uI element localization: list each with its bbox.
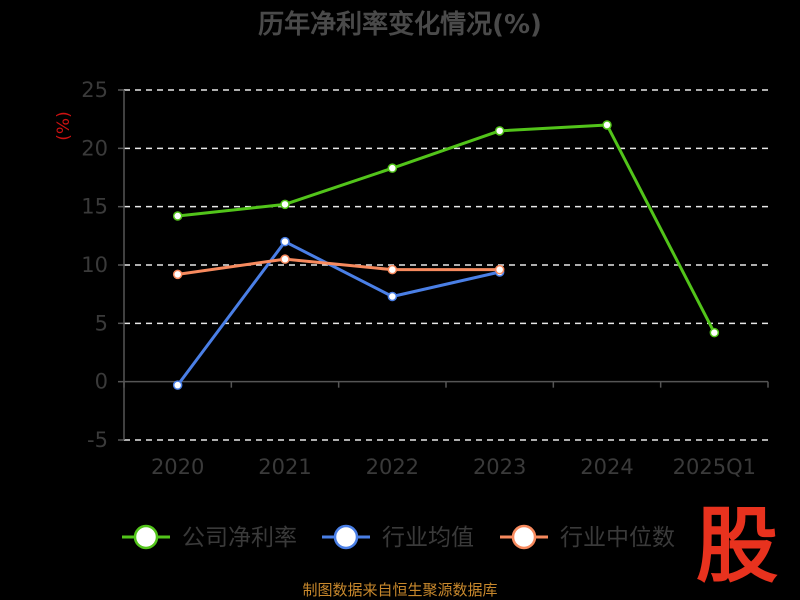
x-tick-label-4: 2024 bbox=[580, 455, 633, 479]
x-tick-label-5: 2025Q1 bbox=[673, 455, 756, 479]
x-tick-label-1: 2021 bbox=[258, 455, 311, 479]
x-tick-labels: 2020 2021 2022 2023 2024 2025Q1 bbox=[151, 455, 756, 479]
data-point-s0-1 bbox=[280, 199, 290, 210]
y-tick-label-5: 0 bbox=[95, 370, 108, 394]
legend-marker-0 bbox=[133, 524, 159, 550]
data-point-s0-3 bbox=[494, 126, 505, 136]
y-tick-label-6: -5 bbox=[87, 428, 108, 452]
x-tick-label-0: 2020 bbox=[151, 455, 204, 479]
y-tick-labels: 25 20 15 10 5 0 -5 bbox=[81, 78, 108, 452]
legend: 公司净利率 行业均值 行业中位数 bbox=[122, 524, 675, 551]
logo-mark: 股 bbox=[696, 499, 778, 594]
x-tick-label-3: 2023 bbox=[473, 455, 526, 479]
data-point-s0-5 bbox=[709, 327, 720, 338]
y-axis-label: (%) bbox=[54, 111, 74, 140]
data-point-s2-0 bbox=[172, 269, 183, 280]
data-point-s2-2 bbox=[387, 264, 398, 275]
data-point-s0-0 bbox=[172, 211, 183, 221]
data-point-s0-4 bbox=[602, 120, 612, 130]
x-tick-label-2: 2022 bbox=[366, 455, 419, 479]
legend-marker-1 bbox=[333, 524, 359, 550]
series-lines bbox=[176, 123, 716, 387]
y-tick-label-4: 5 bbox=[95, 311, 108, 335]
y-tick-label-2: 15 bbox=[81, 195, 108, 219]
data-point-s2-1 bbox=[280, 254, 290, 264]
series-line-0 bbox=[177, 123, 716, 334]
source-note: 制图数据来自恒生聚源数据库 bbox=[302, 581, 497, 599]
data-point-s2-3 bbox=[494, 264, 505, 275]
legend-label-2: 行业中位数 bbox=[560, 525, 675, 551]
legend-marker-2 bbox=[511, 524, 537, 550]
legend-label-1: 行业均值 bbox=[382, 525, 474, 551]
data-point-s1-1 bbox=[280, 236, 290, 247]
legend-label-0: 公司净利率 bbox=[182, 525, 297, 551]
data-point-s1-0 bbox=[172, 380, 183, 390]
axes bbox=[118, 89, 769, 441]
data-point-s1-2 bbox=[387, 291, 398, 302]
data-point-s0-2 bbox=[387, 163, 398, 173]
series-line-2 bbox=[177, 257, 500, 276]
series-line-1 bbox=[176, 240, 501, 387]
y-tick-label-0: 25 bbox=[81, 78, 108, 102]
y-tick-label-1: 20 bbox=[81, 136, 108, 160]
chart-title: 历年净利率变化情况(%) bbox=[258, 9, 542, 40]
y-tick-label-3: 10 bbox=[81, 253, 108, 277]
series-points bbox=[172, 120, 720, 390]
